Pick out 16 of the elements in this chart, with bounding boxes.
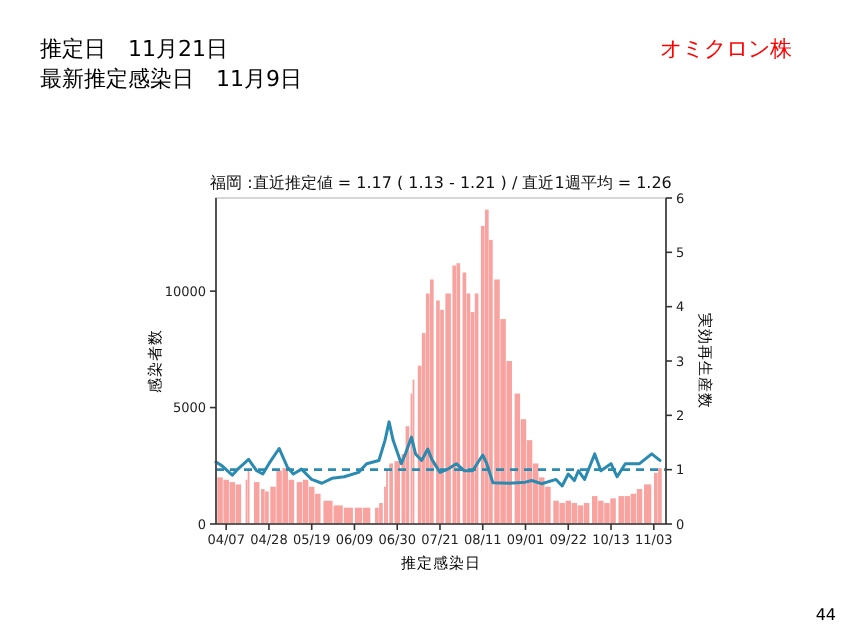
line-series <box>214 420 662 488</box>
bar <box>282 468 288 524</box>
chart-subtitle: 推定日 11月21日 <box>40 36 228 62</box>
bar <box>223 479 229 524</box>
bar <box>276 470 282 524</box>
bar <box>598 500 604 524</box>
bar <box>610 498 616 524</box>
bar <box>559 503 565 524</box>
bar <box>217 477 223 524</box>
text: 最新推定感染日 11月9日 <box>40 66 302 92</box>
bar <box>618 496 624 524</box>
chart-title: 福岡 :直近推定値 = 1.17 ( 1.13 - 1.21 ) / 直近1週平均 = 1.26 <box>210 174 672 192</box>
text: 44 <box>815 606 836 624</box>
bar <box>394 461 400 524</box>
text: オミクロン株 <box>660 36 792 62</box>
bar <box>604 503 610 524</box>
